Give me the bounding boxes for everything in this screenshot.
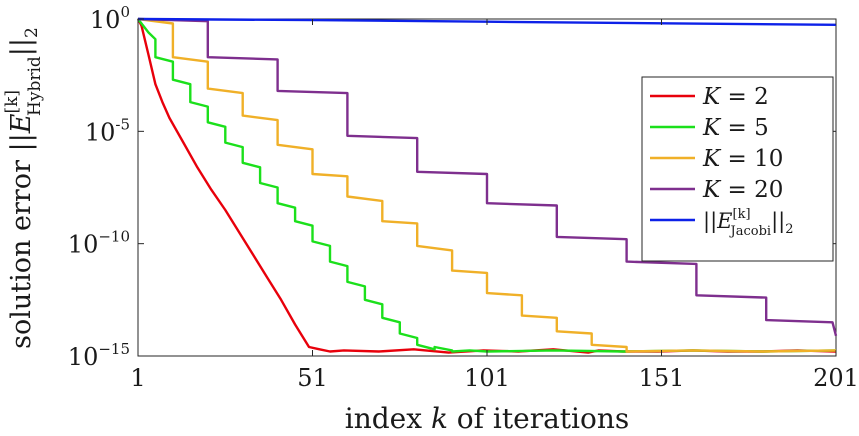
legend-label-5: ||E[k] Jacobi||2	[703, 207, 794, 239]
legend-box	[641, 76, 834, 262]
x-tick-label: 201	[813, 364, 859, 392]
legend-label-4: K = 20	[702, 177, 783, 203]
series-line-2	[137, 18, 837, 353]
x-tick-label: 1	[130, 364, 145, 392]
legend-label-2: K = 5	[702, 115, 769, 141]
x-tick-label: 151	[639, 364, 685, 392]
series-line-3	[137, 17, 837, 353]
y-axis-label: solution error ||E[k] Hybrid||2	[2, 27, 45, 349]
y-tick-label: 10−15	[68, 340, 130, 371]
y-tick-label: 10−10	[68, 228, 130, 259]
y-tick-label: 100	[90, 3, 130, 34]
legend-label-3: K = 10	[702, 146, 783, 172]
legend: K = 2 K = 5 K = 10 K = 20 ||E[k] Jacobi||2	[641, 76, 834, 262]
legend-items: K = 2 K = 5 K = 10 K = 20 ||E[k] Jacobi||2	[650, 84, 794, 239]
x-tick-label: 51	[297, 364, 328, 392]
x-axis-label: index k of iterations	[345, 402, 630, 435]
series-line-4	[137, 17, 838, 337]
legend-label-1: K = 2	[702, 84, 769, 110]
x-tick-label: 101	[464, 364, 510, 392]
y-tick-label: 10-5	[85, 115, 130, 146]
